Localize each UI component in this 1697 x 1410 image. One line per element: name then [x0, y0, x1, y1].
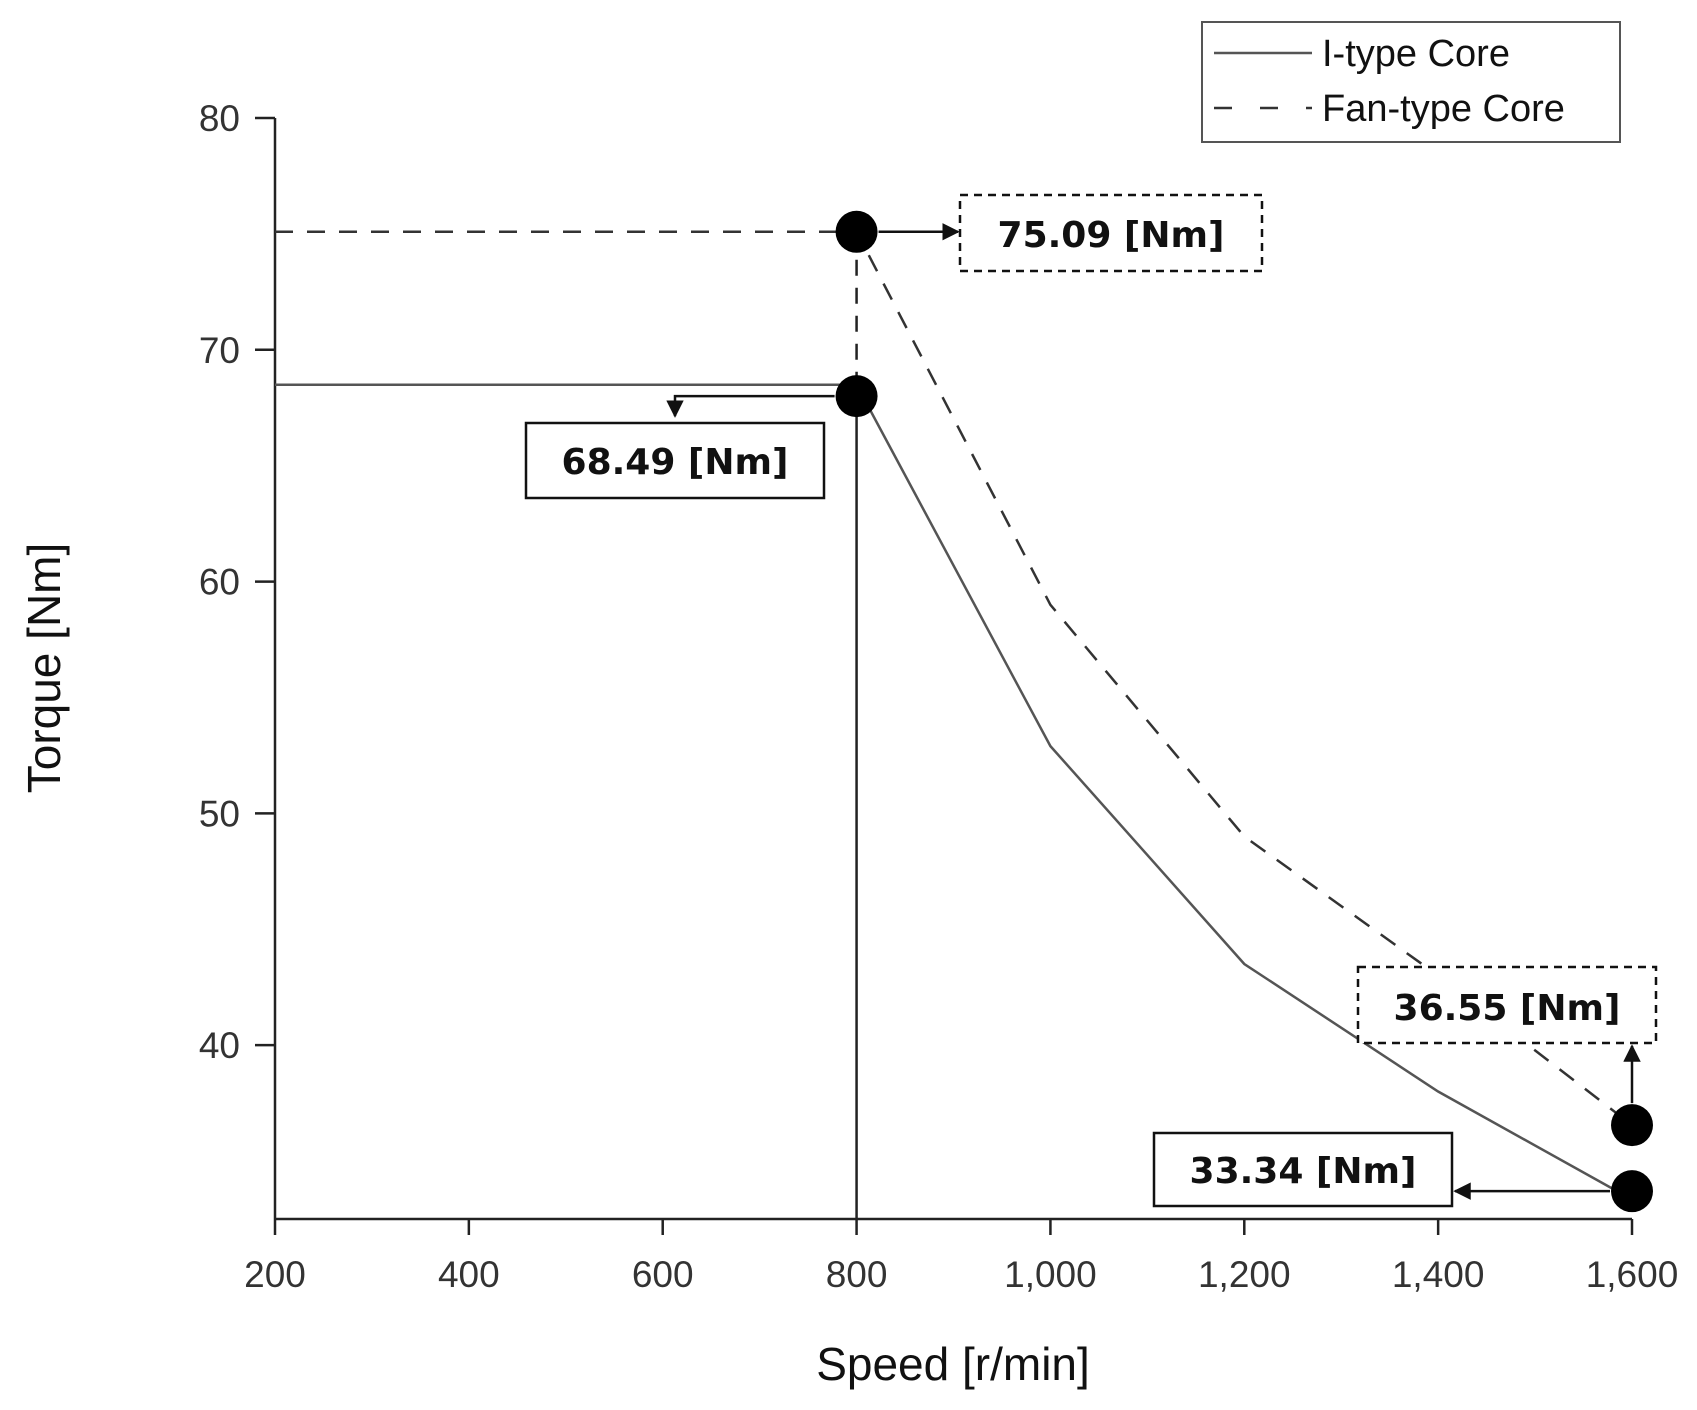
x-axis-ticks: 200 400 600 800 1,000 1,200 1,400 1,600 [244, 1219, 1678, 1295]
x-tick-label: 1,000 [1004, 1254, 1097, 1295]
data-markers [835, 210, 1653, 1213]
annotation-box-36-55 [1356, 965, 1658, 1045]
x-axis-title: Speed [r/min] [816, 1338, 1090, 1390]
x-tick-label: 800 [826, 1254, 888, 1295]
y-axis-ticks: 40 50 60 70 80 [199, 98, 275, 1066]
y-tick-label: 60 [199, 562, 240, 603]
annotation-text-75-09: 75.09 [Nm] [998, 215, 1225, 256]
data-marker [1611, 1104, 1653, 1147]
y-tick-label: 50 [199, 793, 240, 834]
annotation-75-09: 75.09 [Nm] [958, 193, 1264, 273]
annotation-36-55: 36.55 [Nm] [1356, 965, 1658, 1045]
annotation-arrow-68-49 [666, 394, 835, 418]
x-tick-label: 600 [632, 1254, 694, 1295]
x-tick-label: 1,200 [1198, 1254, 1291, 1295]
y-tick-label: 80 [199, 98, 240, 139]
legend-box [1201, 21, 1621, 143]
axes [273, 118, 1632, 1221]
legend: I-type Core Fan-type Core [1201, 21, 1621, 143]
annotation-text-68-49: 68.49 [Nm] [562, 442, 789, 483]
data-marker [1611, 1170, 1653, 1213]
y-tick-label: 70 [199, 330, 240, 371]
x-tick-label: 1,400 [1392, 1254, 1485, 1295]
data-marker [835, 375, 878, 418]
x-tick-label: 1,600 [1586, 1254, 1679, 1295]
y-tick-label: 40 [199, 1025, 240, 1066]
legend-label-i-type-core: I-type Core [1322, 33, 1510, 75]
data-marker [835, 210, 878, 253]
series-line-i-type-core [275, 383, 1633, 1201]
x-tick-label: 400 [438, 1254, 500, 1295]
annotation-text-36-55: 36.55 [Nm] [1394, 988, 1621, 1029]
y-axis-title: Torque [Nm] [18, 543, 70, 794]
legend-label-fan-type-core: Fan-type Core [1322, 88, 1565, 130]
x-tick-label: 200 [244, 1254, 306, 1295]
annotation-text-33-34: 33.34 [Nm] [1190, 1151, 1417, 1192]
annotation-box-33-34 [1152, 1131, 1454, 1208]
annotation-33-34: 33.34 [Nm] [1152, 1131, 1454, 1208]
annotation-box-75-09 [958, 193, 1264, 273]
annotation-68-49: 68.49 [Nm] [524, 421, 826, 500]
annotation-box-68-49 [524, 421, 826, 500]
